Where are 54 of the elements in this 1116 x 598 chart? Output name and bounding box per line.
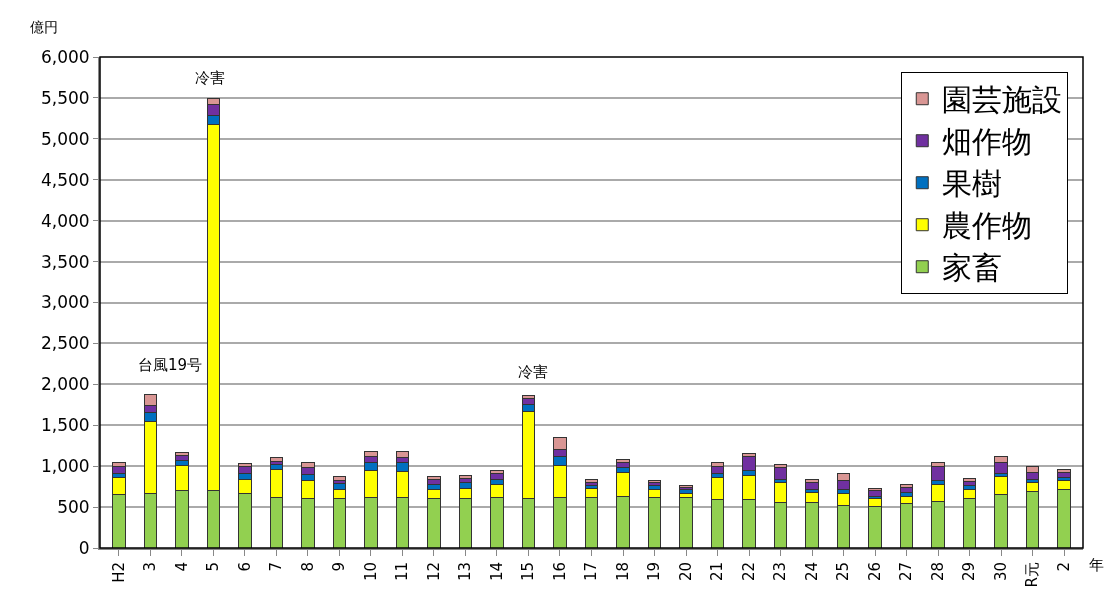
annotation: 冷害 <box>518 363 548 381</box>
x-tick-label: 4 <box>172 562 191 572</box>
x-tick-label: 9 <box>330 562 349 572</box>
x-tick-label: 24 <box>802 562 821 582</box>
x-tick-label: 2 <box>1054 562 1073 572</box>
y-tick-label: 5,500 <box>40 87 90 108</box>
x-tick-label: H2 <box>109 562 128 583</box>
y-tick-label: 1,000 <box>40 456 90 477</box>
x-tick-label: 28 <box>928 562 947 582</box>
y-tick-label: 5,000 <box>40 128 90 149</box>
x-tick-label: 20 <box>676 562 695 582</box>
x-axis-title: 年 <box>1089 556 1104 574</box>
x-tick-label: 19 <box>645 562 664 582</box>
x-tick-label: 14 <box>487 562 506 582</box>
annotation: 台風19号 <box>138 356 203 374</box>
x-tick-label: 29 <box>960 562 979 582</box>
annotation: 冷害 <box>195 69 225 87</box>
x-tick-label: 3 <box>141 562 160 572</box>
y-tick-label: 4,500 <box>40 169 90 190</box>
legend-label: 果樹 <box>942 166 1003 202</box>
x-tick-label: 13 <box>456 562 475 582</box>
y-tick-label: 2,000 <box>40 374 90 395</box>
x-tick-label: 6 <box>235 562 254 572</box>
x-tick-label: 16 <box>550 562 569 582</box>
x-tick-label: 26 <box>865 562 884 582</box>
x-tick-label: R元 <box>1023 562 1042 588</box>
y-tick-label: 4,000 <box>40 210 90 231</box>
x-tick-label: 5 <box>204 562 223 572</box>
legend-label: 園芸施設 <box>942 82 1063 118</box>
x-tick-label: 23 <box>771 562 790 582</box>
legend-label: 家畜 <box>942 250 1003 286</box>
legend-label: 農作物 <box>942 208 1033 244</box>
y-tick-label: 0 <box>78 537 90 558</box>
y-tick-label: 3,500 <box>40 251 90 272</box>
x-tick-label: 25 <box>834 562 853 582</box>
x-tick-label: 22 <box>739 562 758 582</box>
legend-label: 畑作物 <box>942 124 1033 160</box>
y-tick-label: 1,500 <box>40 415 90 436</box>
x-tick-label: 11 <box>393 562 412 582</box>
x-tick-label: 17 <box>582 562 601 582</box>
x-tick-label: 12 <box>424 562 443 582</box>
y-tick-label: 2,500 <box>40 333 90 354</box>
x-tick-label: 30 <box>991 562 1010 582</box>
x-tick-label: 27 <box>897 562 916 582</box>
y-axis-title: 億円 <box>30 19 58 35</box>
y-tick-label: 500 <box>57 497 90 518</box>
x-tick-label: 8 <box>298 562 317 572</box>
x-tick-label: 7 <box>267 562 286 572</box>
x-tick-label: 18 <box>613 562 632 582</box>
x-tick-label: 10 <box>361 562 380 582</box>
y-tick-label: 3,000 <box>40 292 90 313</box>
y-tick-label: 6,000 <box>40 46 90 67</box>
x-tick-label: 15 <box>519 562 538 582</box>
x-tick-label: 21 <box>708 562 727 582</box>
